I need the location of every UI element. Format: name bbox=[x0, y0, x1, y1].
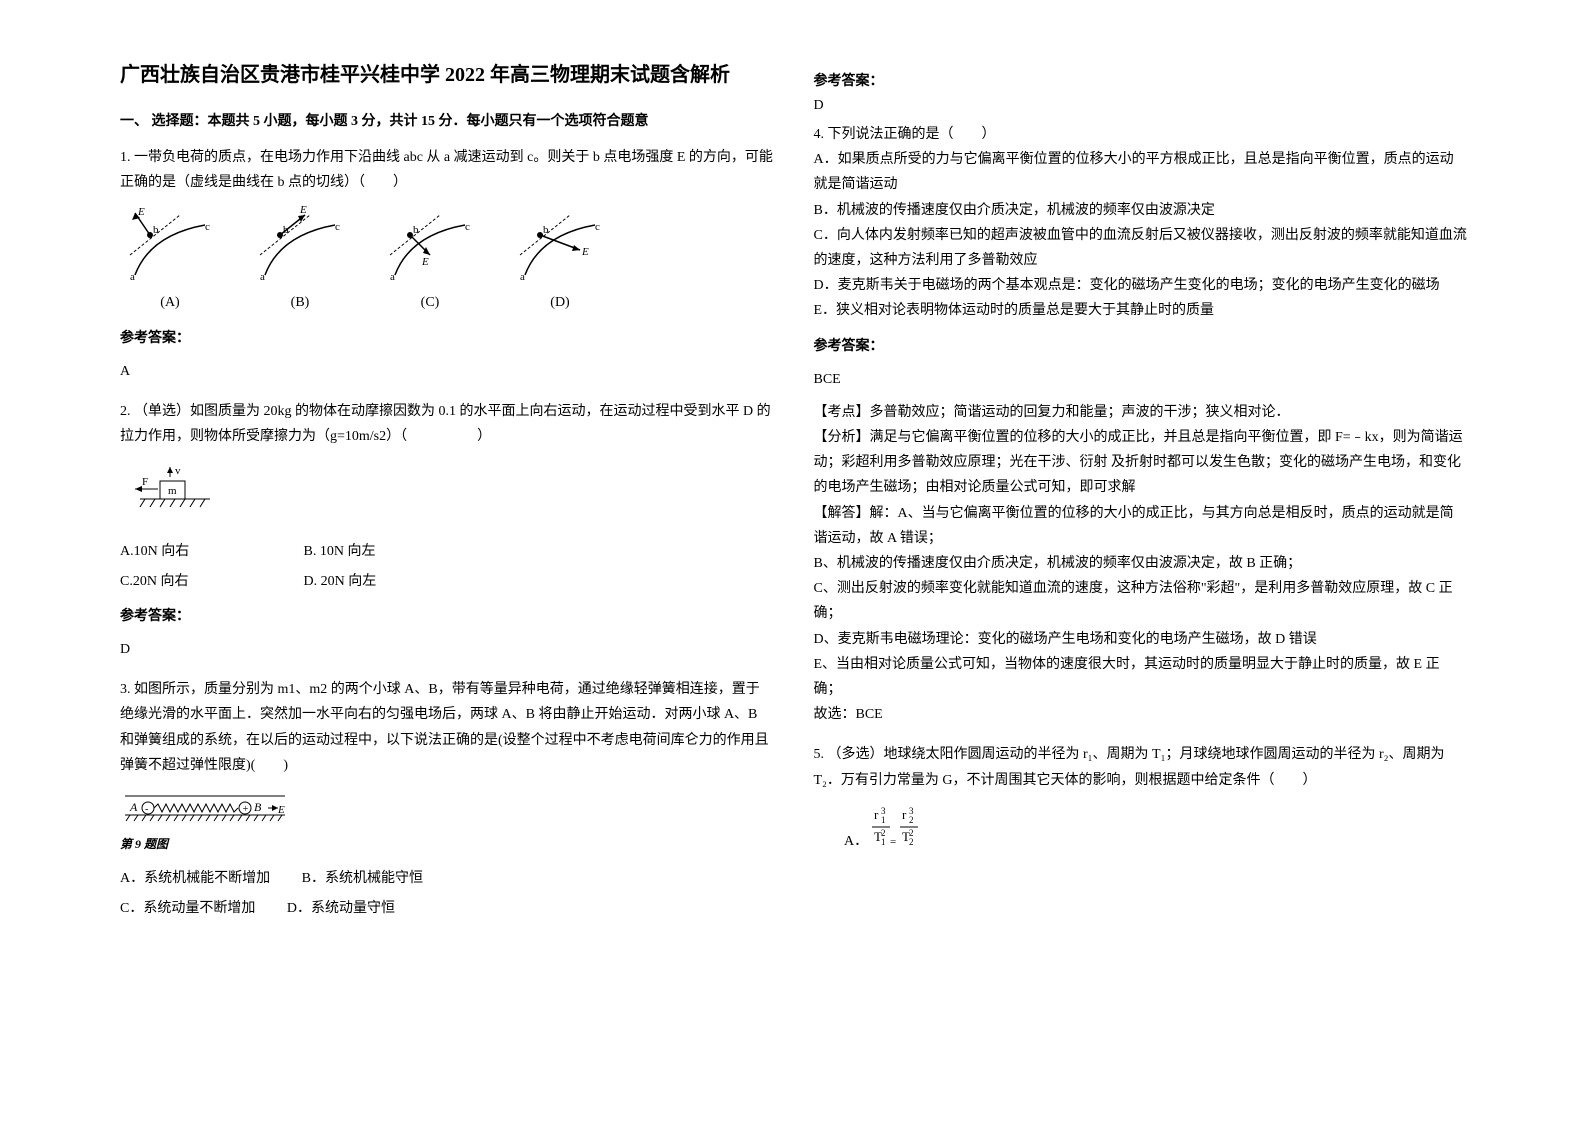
left-column: 广西壮族自治区贵港市桂平兴桂中学 2022 年高三物理期末试题含解析 一、 选择… bbox=[100, 60, 794, 1062]
svg-text:c: c bbox=[465, 221, 470, 233]
q4-jieda-e: E、当由相对论质量公式可知，当物体的速度很大时，其运动时的质量明显大于静止时的质… bbox=[814, 652, 1468, 702]
q2-option-a: A.10N 向右 bbox=[120, 539, 300, 564]
q2-answer-label: 参考答案： bbox=[120, 604, 774, 629]
q2-option-d: D. 20N 向左 bbox=[304, 569, 484, 594]
svg-text:a: a bbox=[520, 271, 525, 283]
svg-text:2: 2 bbox=[909, 837, 914, 847]
q2-option-c: C.20N 向右 bbox=[120, 569, 300, 594]
q5-option-a: A． r 3 1 T 2 1 = r 3 2 T 2 2 bbox=[844, 803, 1468, 862]
section-1-header: 一、 选择题：本题共 5 小题，每小题 3 分，共计 15 分．每小题只有一个选… bbox=[120, 110, 774, 130]
q5-text: 5. （多选）地球绕太阳作圆周运动的半径为 r₁、周期为 T₁；月球绕地球作圆周… bbox=[814, 742, 1468, 792]
q4-jieda-a: 【解答】解：A、当与它偏离平衡位置的位移的大小的成正比，与其方向总是相反时，质点… bbox=[814, 501, 1468, 551]
document-title: 广西壮族自治区贵港市桂平兴桂中学 2022 年高三物理期末试题含解析 bbox=[120, 60, 774, 90]
svg-text:1: 1 bbox=[881, 815, 886, 825]
svg-text:A: A bbox=[129, 800, 138, 814]
svg-text:b: b bbox=[283, 224, 289, 236]
q1-figure: b a c E (A) b a bbox=[120, 205, 774, 315]
q1-answer: A bbox=[120, 359, 774, 384]
q1-diagram-b: b a c E bbox=[250, 205, 350, 285]
q1-diagram-a: b a c E bbox=[120, 205, 220, 285]
q3-option-d: D．系统动量守恒 bbox=[287, 901, 395, 916]
svg-text:E: E bbox=[581, 246, 589, 258]
q3-caption: 第 9 题图 bbox=[120, 834, 774, 856]
q5-optA-label: A． bbox=[844, 834, 868, 849]
q3-option-c: C．系统动量不断增加 bbox=[120, 901, 255, 916]
svg-text:=: = bbox=[890, 836, 896, 848]
q4-jieda-d: D、麦克斯韦电磁场理论：变化的磁场产生电场和变化的电场产生磁场，故 D 错误 bbox=[814, 627, 1468, 652]
svg-text:a: a bbox=[260, 271, 265, 283]
svg-text:E: E bbox=[137, 206, 145, 218]
svg-text:-: - bbox=[145, 804, 148, 815]
q1-label-d: (D) bbox=[550, 290, 569, 315]
q4-kaodian: 【考点】多普勒效应；简谐运动的回复力和能量；声波的干涉；狭义相对论． bbox=[814, 400, 1468, 425]
q4-jieda-b: B、机械波的传播速度仅由介质决定，机械波的频率仅由波源决定，故 B 正确； bbox=[814, 551, 1468, 576]
q2-option-b: B. 10N 向左 bbox=[304, 539, 484, 564]
q3-option-a: A．系统机械能不断增加 bbox=[120, 871, 270, 886]
q2-answer: D bbox=[120, 637, 774, 662]
svg-text:E: E bbox=[421, 256, 429, 268]
svg-text:m: m bbox=[168, 485, 177, 497]
q4-fenxi: 【分析】满足与它偏离平衡位置的位移的大小的成正比，并且总是指向平衡位置，即 F=… bbox=[814, 425, 1468, 501]
question-4: 4. 下列说法正确的是（ ） A．如果质点所受的力与它偏离平衡位置的位移大小的平… bbox=[814, 122, 1468, 727]
q4-option-a: A．如果质点所受的力与它偏离平衡位置的位移大小的平方根成正比，且总是指向平衡位置… bbox=[814, 147, 1468, 197]
q1-label-b: (B) bbox=[291, 290, 310, 315]
q4-jieda-c: C、测出反射波的频率变化就能知道血流的速度，这种方法俗称"彩超"，是利用多普勒效… bbox=[814, 576, 1468, 626]
svg-text:r: r bbox=[874, 807, 879, 822]
q1-label-a: (A) bbox=[160, 290, 179, 315]
svg-text:b: b bbox=[153, 224, 159, 236]
svg-text:E: E bbox=[277, 804, 285, 816]
right-column: 参考答案： D 4. 下列说法正确的是（ ） A．如果质点所受的力与它偏离平衡位… bbox=[794, 60, 1488, 1062]
q3-answer-label: 参考答案： bbox=[814, 70, 1468, 90]
svg-text:a: a bbox=[130, 271, 135, 283]
q4-option-c: C．向人体内发射频率已知的超声波被血管中的血流反射后又被仪器接收，测出反射波的频… bbox=[814, 223, 1468, 273]
q1-label-c: (C) bbox=[421, 290, 440, 315]
q1-diagram-c: b a c E bbox=[380, 205, 480, 285]
question-5: 5. （多选）地球绕太阳作圆周运动的半径为 r₁、周期为 T₁；月球绕地球作圆周… bbox=[814, 742, 1468, 862]
svg-text:v: v bbox=[175, 465, 181, 477]
question-1: 1. 一带负电荷的质点，在电场力作用下沿曲线 abc 从 a 减速运动到 c。则… bbox=[120, 145, 774, 384]
q4-answer: BCE bbox=[814, 367, 1468, 392]
q4-option-e: E．狭义相对论表明物体运动时的质量总是要大于其静止时的质量 bbox=[814, 298, 1468, 323]
svg-text:1: 1 bbox=[881, 837, 886, 847]
q2-figure: v F m bbox=[120, 459, 774, 528]
svg-text:a: a bbox=[390, 271, 395, 283]
q3-answer: D bbox=[814, 98, 1468, 114]
q4-text: 4. 下列说法正确的是（ ） bbox=[814, 122, 1468, 147]
svg-text:b: b bbox=[543, 224, 549, 236]
svg-text:c: c bbox=[335, 221, 340, 233]
q1-diagram-d: b a c E bbox=[510, 205, 610, 285]
svg-text:E: E bbox=[299, 205, 307, 216]
q4-jieda-final: 故选：BCE bbox=[814, 702, 1468, 727]
svg-text:c: c bbox=[595, 221, 600, 233]
q3-option-b: B．系统机械能守恒 bbox=[302, 871, 423, 886]
q3-figure: A - + B bbox=[120, 788, 774, 856]
q4-option-b: B．机械波的传播速度仅由介质决定，机械波的频率仅由波源决定 bbox=[814, 198, 1468, 223]
q4-option-d: D．麦克斯韦关于电磁场的两个基本观点是：变化的磁场产生变化的电场；变化的电场产生… bbox=[814, 273, 1468, 298]
svg-text:c: c bbox=[205, 221, 210, 233]
svg-text:r: r bbox=[902, 807, 907, 822]
svg-text:F: F bbox=[142, 476, 148, 488]
svg-text:B: B bbox=[254, 800, 262, 814]
q4-answer-label: 参考答案： bbox=[814, 334, 1468, 359]
question-2: 2. （单选）如图质量为 20kg 的物体在动摩擦因数为 0.1 的水平面上向右… bbox=[120, 399, 774, 662]
q1-answer-label: 参考答案： bbox=[120, 326, 774, 351]
question-3: 3. 如图所示，质量分别为 m1、m2 的两个小球 A、B，带有等量异种电荷，通… bbox=[120, 677, 774, 921]
q3-text: 3. 如图所示，质量分别为 m1、m2 的两个小球 A、B，带有等量异种电荷，通… bbox=[120, 677, 774, 778]
q1-text: 1. 一带负电荷的质点，在电场力作用下沿曲线 abc 从 a 减速运动到 c。则… bbox=[120, 145, 774, 195]
q2-text: 2. （单选）如图质量为 20kg 的物体在动摩擦因数为 0.1 的水平面上向右… bbox=[120, 399, 774, 449]
svg-text:+: + bbox=[242, 804, 249, 815]
svg-text:2: 2 bbox=[909, 815, 914, 825]
svg-text:b: b bbox=[413, 224, 419, 236]
